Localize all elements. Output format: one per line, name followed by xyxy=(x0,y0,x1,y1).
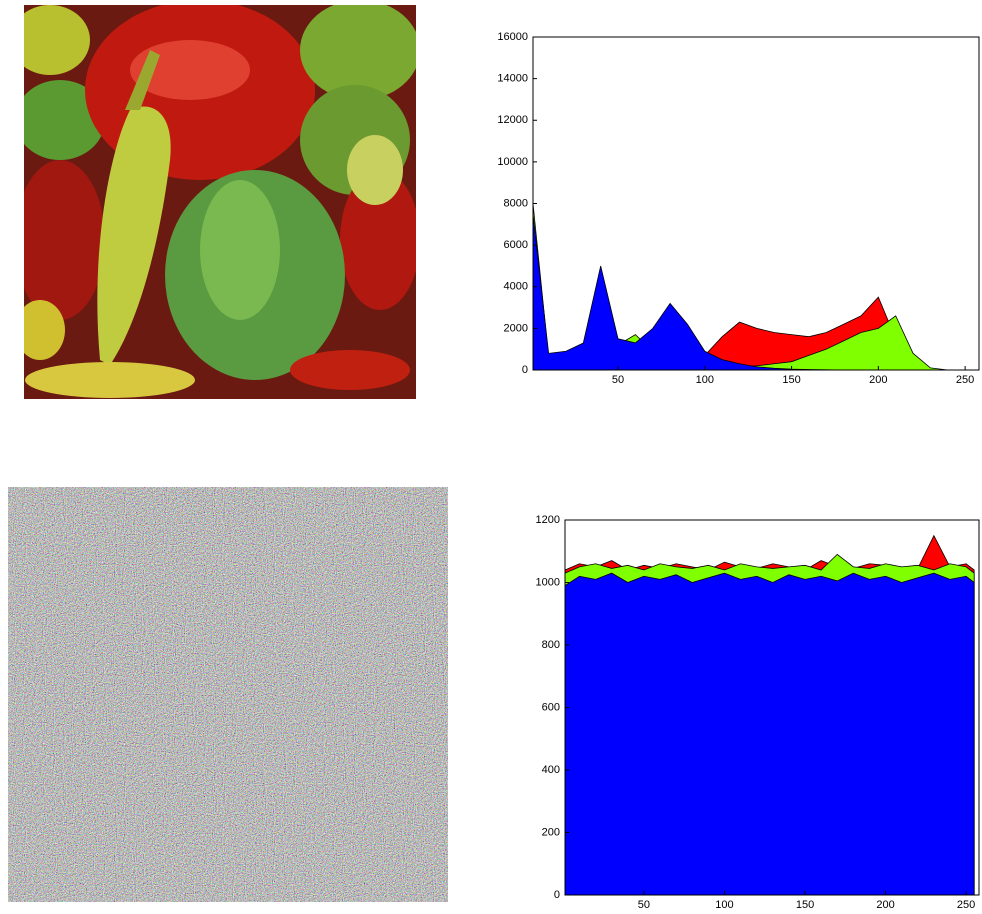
y-tick-label: 14000 xyxy=(497,73,528,85)
y-tick-label: 1200 xyxy=(536,514,560,526)
x-tick-label: 50 xyxy=(612,374,624,386)
x-tick-label: 150 xyxy=(782,374,800,386)
figure: 0200040006000800010000120001400016000501… xyxy=(0,0,982,914)
x-tick-label: 200 xyxy=(876,899,894,911)
peppers-image xyxy=(10,0,420,399)
y-tick-label: 400 xyxy=(542,764,560,776)
histogram-area xyxy=(565,573,974,895)
y-tick-label: 8000 xyxy=(504,197,528,209)
x-tick-label: 100 xyxy=(715,899,733,911)
y-tick-label: 4000 xyxy=(504,281,528,293)
x-tick-label: 50 xyxy=(638,899,650,911)
y-tick-label: 2000 xyxy=(504,322,528,334)
y-tick-label: 12000 xyxy=(497,114,528,126)
x-tick-label: 100 xyxy=(696,374,714,386)
y-tick-label: 1000 xyxy=(536,576,560,588)
y-tick-label: 600 xyxy=(542,701,560,713)
x-tick-label: 150 xyxy=(796,899,814,911)
y-tick-label: 800 xyxy=(542,639,560,651)
y-tick-label: 200 xyxy=(542,826,560,838)
y-tick-label: 10000 xyxy=(497,156,528,168)
encrypted-image xyxy=(8,487,448,902)
y-tick-label: 0 xyxy=(554,889,560,901)
y-tick-label: 16000 xyxy=(497,31,528,43)
x-tick-label: 250 xyxy=(957,899,975,911)
x-tick-label: 200 xyxy=(869,374,887,386)
y-tick-label: 0 xyxy=(522,364,528,376)
y-tick-label: 6000 xyxy=(504,239,528,251)
x-tick-label: 250 xyxy=(956,374,974,386)
